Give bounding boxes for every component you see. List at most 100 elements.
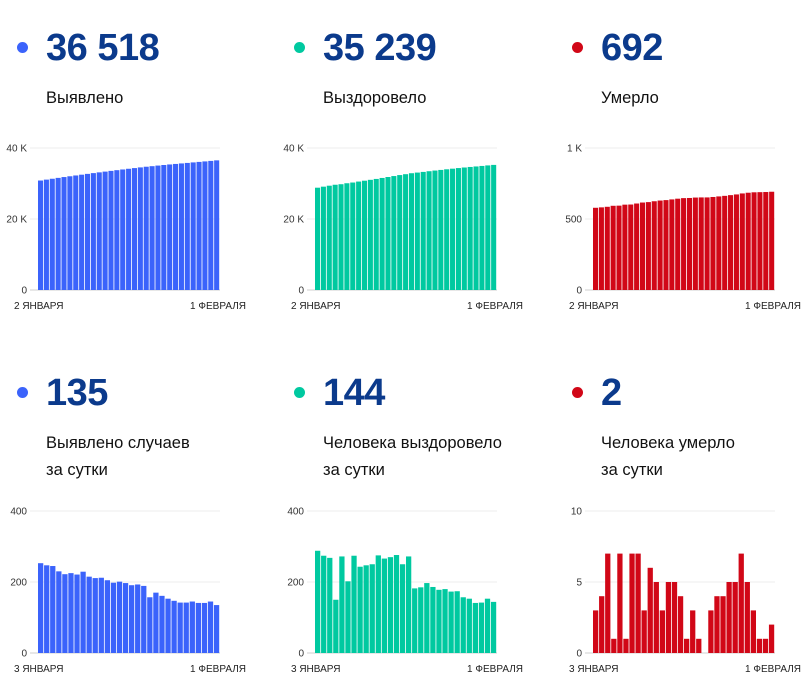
bar[interactable]: [448, 591, 454, 653]
bar[interactable]: [110, 582, 117, 653]
bar[interactable]: [393, 555, 400, 653]
bar[interactable]: [202, 161, 208, 290]
bar[interactable]: [131, 168, 138, 290]
bar[interactable]: [432, 170, 438, 290]
bar[interactable]: [361, 180, 368, 290]
bar[interactable]: [173, 163, 179, 290]
bar[interactable]: [473, 166, 479, 290]
bar[interactable]: [207, 601, 214, 653]
bar[interactable]: [68, 573, 74, 654]
bar[interactable]: [768, 624, 775, 653]
bar[interactable]: [635, 553, 641, 653]
bar[interactable]: [137, 167, 143, 290]
bar[interactable]: [479, 165, 485, 290]
bar[interactable]: [80, 571, 86, 653]
bar[interactable]: [116, 581, 123, 653]
bar[interactable]: [62, 574, 68, 653]
bar[interactable]: [629, 553, 635, 653]
bar[interactable]: [659, 610, 665, 653]
bar[interactable]: [438, 169, 444, 290]
bar[interactable]: [201, 602, 208, 653]
bar[interactable]: [669, 199, 675, 290]
bar[interactable]: [184, 162, 190, 290]
bar[interactable]: [692, 197, 698, 290]
bar[interactable]: [750, 610, 756, 653]
bar[interactable]: [710, 196, 716, 290]
bar[interactable]: [726, 582, 732, 653]
bar[interactable]: [651, 201, 657, 290]
bar[interactable]: [147, 597, 153, 653]
bar[interactable]: [714, 596, 720, 653]
bar[interactable]: [490, 601, 497, 653]
bar[interactable]: [436, 589, 442, 653]
bar[interactable]: [690, 610, 696, 653]
bar[interactable]: [141, 585, 147, 653]
bar[interactable]: [178, 163, 184, 290]
bar[interactable]: [84, 173, 91, 290]
bar[interactable]: [114, 170, 120, 290]
bar[interactable]: [177, 602, 183, 653]
bar[interactable]: [418, 587, 424, 653]
bar[interactable]: [90, 173, 96, 290]
bar[interactable]: [190, 162, 196, 290]
bar[interactable]: [344, 183, 350, 290]
bar[interactable]: [143, 166, 149, 290]
bar[interactable]: [397, 175, 403, 290]
bar[interactable]: [769, 191, 775, 290]
bar[interactable]: [195, 602, 201, 653]
bar[interactable]: [379, 177, 385, 290]
bar[interactable]: [610, 205, 616, 290]
bar[interactable]: [381, 558, 387, 653]
bar[interactable]: [738, 553, 744, 653]
bar[interactable]: [686, 197, 693, 290]
bar[interactable]: [326, 185, 332, 290]
bar[interactable]: [98, 577, 104, 653]
bar[interactable]: [50, 566, 56, 653]
bar[interactable]: [675, 198, 681, 290]
bar[interactable]: [385, 177, 391, 290]
bar[interactable]: [634, 203, 640, 290]
bar[interactable]: [102, 171, 108, 290]
bar[interactable]: [763, 192, 769, 290]
bar[interactable]: [49, 178, 55, 290]
bar[interactable]: [161, 165, 167, 290]
bar[interactable]: [460, 597, 466, 653]
bar[interactable]: [403, 174, 409, 290]
bar[interactable]: [450, 168, 456, 290]
bar[interactable]: [44, 565, 50, 653]
bar[interactable]: [756, 638, 763, 653]
bar[interactable]: [604, 206, 610, 290]
bar[interactable]: [733, 194, 739, 290]
bar[interactable]: [345, 581, 351, 653]
bar[interactable]: [67, 176, 73, 290]
bar[interactable]: [149, 166, 155, 290]
bar[interactable]: [647, 567, 653, 653]
bar[interactable]: [214, 160, 220, 290]
bar[interactable]: [684, 638, 690, 653]
bar[interactable]: [183, 602, 189, 653]
bar[interactable]: [622, 204, 628, 290]
bar[interactable]: [639, 202, 646, 290]
bar[interactable]: [399, 564, 406, 653]
bar[interactable]: [86, 576, 92, 653]
bar[interactable]: [745, 192, 751, 290]
bar[interactable]: [55, 177, 61, 290]
bar[interactable]: [616, 205, 622, 290]
bar[interactable]: [155, 165, 161, 290]
bar[interactable]: [332, 184, 338, 290]
bar[interactable]: [159, 595, 165, 653]
bar[interactable]: [406, 556, 412, 653]
bar[interactable]: [472, 602, 478, 653]
bar[interactable]: [420, 171, 426, 290]
bar[interactable]: [74, 574, 80, 653]
bar[interactable]: [43, 179, 49, 290]
bar[interactable]: [321, 555, 327, 653]
bar[interactable]: [645, 202, 651, 290]
bar[interactable]: [617, 553, 623, 653]
bar[interactable]: [671, 582, 678, 653]
bar[interactable]: [677, 596, 684, 653]
bar[interactable]: [327, 557, 333, 653]
bar[interactable]: [357, 566, 363, 653]
bar[interactable]: [369, 564, 375, 653]
bar[interactable]: [412, 588, 418, 653]
